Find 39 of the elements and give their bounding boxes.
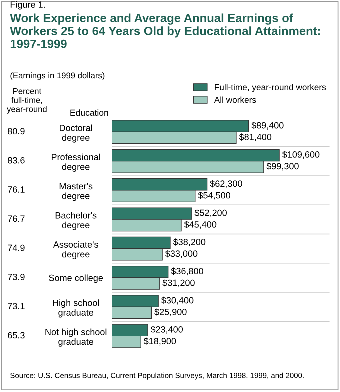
text: 73.1 (8, 303, 25, 310)
data-label: $62,300 (210, 180, 242, 188)
data-label: $99,300 (266, 162, 299, 171)
legend-label: Full-time, year-round workers (215, 84, 326, 92)
y-tick-label: Doctoral degree (60, 124, 92, 143)
text: 74.9 (8, 244, 25, 252)
chart-title: Work Experience and Average Annual Earnings of Workers 25 to 64 Years Old by Educational Attainment: 1997-1999 (10, 14, 320, 48)
data-label: $30,400 (162, 296, 194, 305)
y-tick-label: Master's degree (60, 183, 93, 202)
data-label: $31,200 (162, 279, 195, 288)
data-label: $54,500 (198, 192, 230, 200)
y-tick-label: High school graduate (53, 300, 100, 318)
data-label: $25,900 (154, 308, 187, 316)
data-label: $23,400 (150, 326, 183, 334)
text: 76.7 (8, 216, 25, 222)
y-tick-label: Not high school graduate (46, 328, 107, 347)
data-label: $52,200 (194, 209, 227, 218)
text: 65.3 (8, 332, 25, 339)
text: 80.9 (8, 128, 25, 135)
legend-label: All workers (214, 96, 256, 104)
y-tick-label: Bachelor's degree (56, 212, 97, 230)
data-label: $81,400 (239, 134, 272, 142)
text: 76.1 (8, 186, 25, 193)
data-label: $45,400 (184, 221, 217, 229)
chart-subtitle: (Earnings in 1999 dollars) (10, 72, 105, 80)
y-tick-label: Professional degree (52, 154, 100, 172)
text: 73.9 (8, 274, 25, 280)
data-label: $109,600 (282, 151, 320, 159)
data-label: $33,000 (165, 250, 198, 258)
y-tick-label: Associate's degree (53, 241, 98, 260)
data-label: $18,900 (144, 338, 176, 346)
y-tick-label: Some college (49, 274, 104, 284)
text: 83.6 (8, 157, 25, 164)
data-label: $36,800 (171, 268, 204, 276)
text: Education (70, 110, 108, 116)
text: Percent full-time, year-round (7, 88, 47, 114)
caption: Figure 1. (10, 1, 45, 10)
data-label: $38,200 (173, 238, 206, 246)
data-label: $89,400 (252, 122, 284, 130)
